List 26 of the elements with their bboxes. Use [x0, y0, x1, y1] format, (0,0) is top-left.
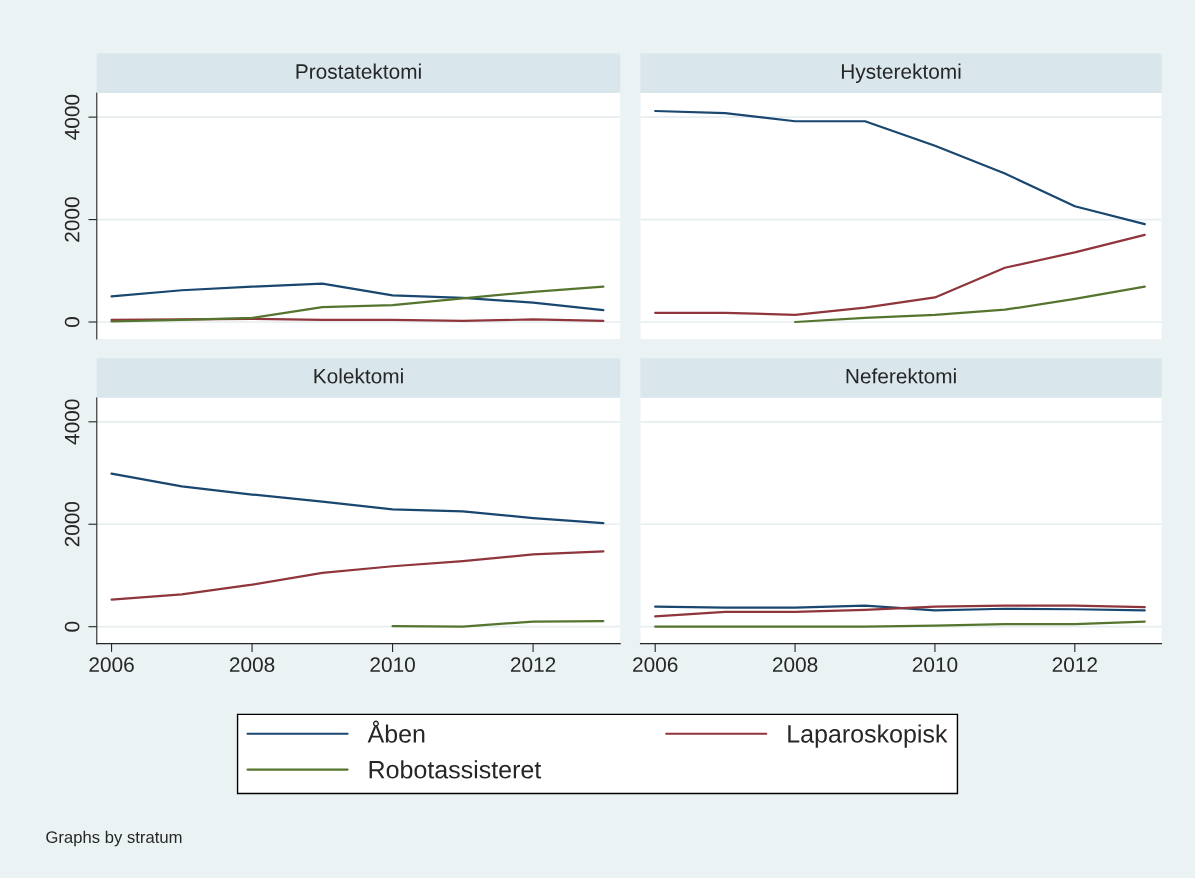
line-series [110, 472, 605, 525]
x-tick-label: 2012 [1052, 657, 1097, 673]
legend-label: Åben [367, 720, 425, 743]
x-tick-label: 2010 [912, 657, 958, 673]
x-tick-label: 2006 [89, 657, 134, 673]
text: Graphs by stratum [46, 830, 182, 847]
y-tick-label: 0 [64, 317, 80, 327]
chart-title: Kolektomi [314, 368, 403, 384]
legend-label: Robotassisteret [369, 760, 542, 779]
chart-title: Prostatektomi [296, 63, 421, 79]
x-tick-label: 2012 [510, 657, 556, 673]
line-series [110, 550, 605, 601]
x-tick-label: 2010 [370, 657, 415, 673]
legend-label: Laparoskopisk [788, 724, 948, 748]
y-tick-label: 0 [64, 621, 80, 632]
x-tick-label: 2008 [772, 657, 818, 673]
x-tick-label: 2006 [633, 657, 678, 673]
y-tick-label: 4000 [64, 94, 80, 140]
line-series [110, 285, 605, 323]
y-tick-label: 2000 [64, 197, 80, 242]
chart-title: Hysterektomi [841, 63, 961, 84]
line-series [110, 282, 605, 312]
y-tick-label: 2000 [64, 501, 80, 547]
x-tick-label: 2008 [229, 657, 275, 673]
chart-title: Neferektomi [846, 368, 956, 384]
y-tick-label: 4000 [64, 399, 80, 445]
